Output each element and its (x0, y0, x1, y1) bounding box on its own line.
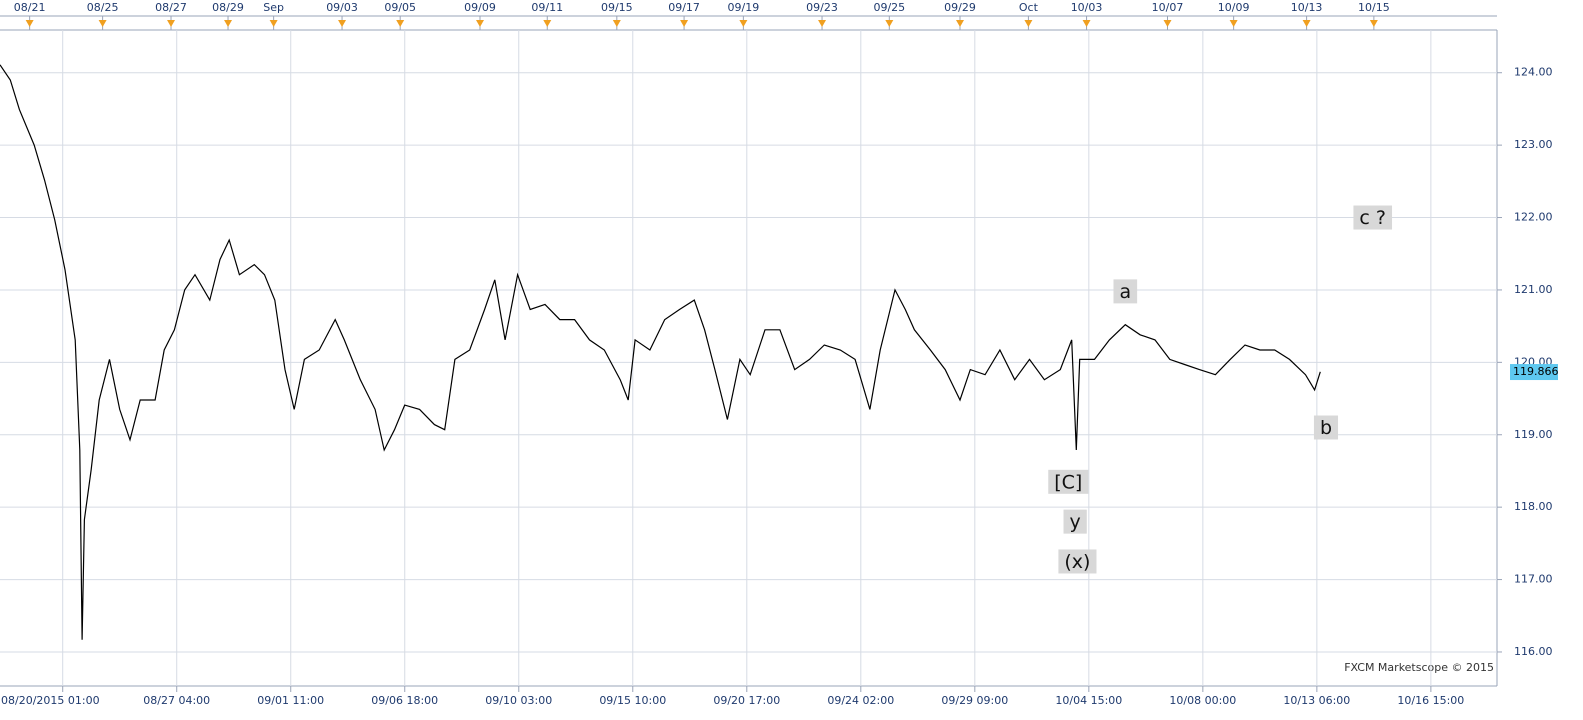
x-tick-label: 10/16 15:00 (1397, 694, 1464, 707)
y-tick-label: 117.00 (1514, 573, 1553, 586)
wave-label: [C] (1054, 471, 1082, 493)
top-tick-label: 10/13 (1291, 1, 1323, 14)
event-marker (224, 20, 233, 27)
top-tick-label: 09/09 (464, 1, 496, 14)
y-tick-label: 123.00 (1514, 138, 1553, 151)
event-marker (1229, 20, 1238, 27)
event-marker (543, 20, 552, 27)
event-marker (1082, 20, 1091, 27)
x-tick-label: 09/24 02:00 (827, 694, 894, 707)
event-marker (739, 20, 748, 27)
top-tick-label: 09/17 (668, 1, 700, 14)
top-tick-label: Oct (1019, 1, 1039, 14)
event-marker (1024, 20, 1033, 27)
top-tick-label: 09/15 (601, 1, 633, 14)
y-tick-label: 116.00 (1514, 645, 1553, 658)
last-price-box (1510, 364, 1558, 381)
event-marker (1163, 20, 1172, 27)
wave-label-box (1063, 509, 1087, 534)
price-line (0, 64, 1321, 640)
top-tick-label: 09/23 (806, 1, 838, 14)
x-tick-label: 10/13 06:00 (1283, 694, 1350, 707)
top-tick-label: 08/25 (87, 1, 119, 14)
top-tick-label: 09/29 (944, 1, 976, 14)
event-marker (955, 20, 964, 27)
event-marker (1302, 20, 1311, 27)
top-tick-label: 09/25 (873, 1, 905, 14)
wave-label-box (1048, 469, 1089, 494)
wave-label: y (1070, 511, 1081, 533)
event-marker (338, 20, 347, 27)
y-tick-label: 122.00 (1514, 211, 1553, 224)
event-marker (475, 20, 484, 27)
event-marker (818, 20, 827, 27)
top-tick-label: 08/29 (212, 1, 244, 14)
x-tick-label: 09/29 09:00 (941, 694, 1008, 707)
x-tick-label: 09/20 17:00 (713, 694, 780, 707)
wave-label: c ? (1359, 207, 1386, 229)
x-tick-label: 10/04 15:00 (1055, 694, 1122, 707)
top-tick-label: 10/07 (1152, 1, 1184, 14)
wave-label-box (1058, 549, 1097, 574)
event-marker (885, 20, 894, 27)
top-tick-label: 09/03 (326, 1, 358, 14)
wave-label: b (1320, 417, 1332, 439)
event-marker (680, 20, 689, 27)
x-tick-label: 08/27 04:00 (143, 694, 210, 707)
x-tick-label: 09/15 10:00 (599, 694, 666, 707)
top-tick-label: 09/05 (384, 1, 416, 14)
x-tick-label: 08/20/2015 01:00 (1, 694, 100, 707)
y-tick-label: 121.00 (1514, 283, 1553, 296)
y-tick-label: 119.00 (1514, 428, 1553, 441)
event-marker (612, 20, 621, 27)
wave-label: a (1119, 281, 1131, 303)
wave-label: (x) (1064, 551, 1090, 573)
top-tick-label: 10/15 (1358, 1, 1390, 14)
top-tick-label: 08/21 (14, 1, 46, 14)
event-marker (25, 20, 34, 27)
x-tick-label: 10/08 00:00 (1169, 694, 1236, 707)
y-tick-label: 124.00 (1514, 66, 1553, 79)
event-marker (167, 20, 176, 27)
event-marker (269, 20, 278, 27)
top-tick-label: 10/09 (1218, 1, 1250, 14)
event-marker (396, 20, 405, 27)
x-tick-label: 09/06 18:00 (371, 694, 438, 707)
top-tick-label: 08/27 (155, 1, 187, 14)
top-tick-label: 09/11 (531, 1, 563, 14)
y-tick-label: 118.00 (1514, 500, 1553, 513)
top-tick-label: 10/03 (1071, 1, 1103, 14)
x-tick-label: 09/01 11:00 (257, 694, 324, 707)
event-marker (98, 20, 107, 27)
last-price-label: 119.866 (1513, 365, 1559, 378)
top-tick-label: Sep (263, 1, 284, 14)
wave-label-box (1313, 415, 1339, 440)
top-tick-label: 09/19 (728, 1, 760, 14)
wave-label-box (1113, 279, 1138, 304)
x-tick-label: 09/10 03:00 (485, 694, 552, 707)
event-marker (1369, 20, 1378, 27)
watermark: FXCM Marketscope © 2015 (1344, 661, 1494, 674)
wave-label-box (1353, 205, 1393, 230)
